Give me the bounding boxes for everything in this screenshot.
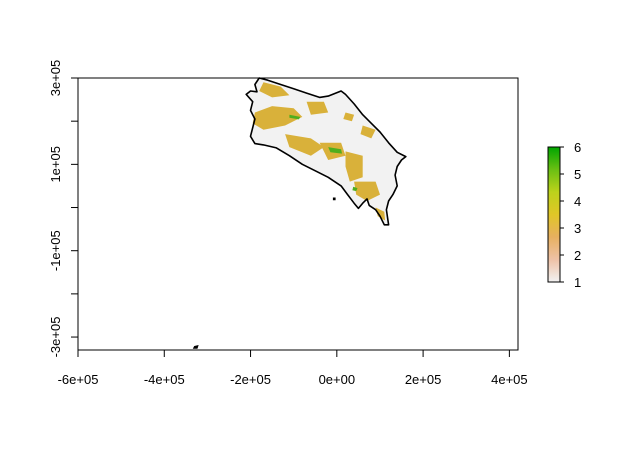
y-tick-label: -3e+05 xyxy=(48,317,63,358)
class-5-patch xyxy=(289,114,301,120)
class-3-patch xyxy=(343,112,355,122)
legend-tick-label: 5 xyxy=(574,167,581,182)
class-3-patch xyxy=(259,82,290,98)
x-tick-label: 0e+00 xyxy=(319,372,356,387)
class-3-patch xyxy=(252,106,303,130)
legend-tick-label: 3 xyxy=(574,221,581,236)
class-3-patch xyxy=(375,207,386,221)
class-3-patch xyxy=(306,101,329,115)
class-5-patch xyxy=(352,186,358,192)
x-tick-label: 4e+05 xyxy=(491,372,528,387)
x-tick-label: -2e+05 xyxy=(230,372,271,387)
legend: 1 2 3 4 5 6 xyxy=(547,140,581,290)
y-tick-label: 3e+05 xyxy=(48,60,63,97)
legend-tick-label: 1 xyxy=(574,275,581,290)
island xyxy=(192,345,199,349)
country-outline xyxy=(245,77,407,226)
island xyxy=(332,197,336,201)
legend-colorbar xyxy=(547,146,561,283)
class-3-patch xyxy=(360,125,376,139)
class-3-patch xyxy=(285,134,324,156)
map-layer xyxy=(192,77,407,349)
legend-tick-label: 6 xyxy=(574,140,581,155)
y-axis: 3e+05 1e+05 -1e+05 -3e+05 xyxy=(48,60,79,358)
x-tick-label: -4e+05 xyxy=(144,372,185,387)
x-tick-label: 2e+05 xyxy=(405,372,442,387)
x-axis: -6e+05 -4e+05 -2e+05 0e+00 2e+05 4e+05 xyxy=(58,349,528,387)
plot-area xyxy=(77,77,519,351)
legend-tick-label: 4 xyxy=(574,194,581,209)
x-tick-label: -6e+05 xyxy=(58,372,99,387)
y-tick-label: 1e+05 xyxy=(48,146,63,183)
legend-tick-label: 2 xyxy=(574,248,581,263)
class-3-patch xyxy=(354,181,380,201)
y-tick-label: -1e+05 xyxy=(48,230,63,271)
class-5-patch xyxy=(328,147,342,154)
class-3-patch xyxy=(345,151,363,182)
